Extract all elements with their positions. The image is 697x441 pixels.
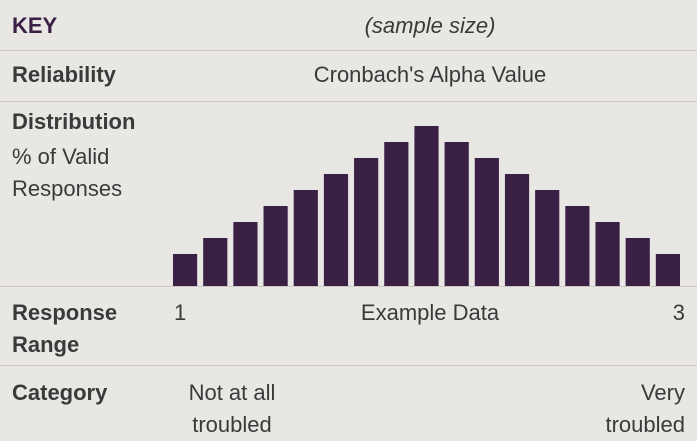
sample-size-note: (sample size) [364, 13, 496, 38]
bar [323, 174, 349, 286]
bar [203, 238, 228, 286]
bar [595, 222, 620, 286]
bar [474, 158, 499, 286]
separator [0, 286, 697, 287]
bar [384, 142, 409, 286]
bar [504, 174, 530, 286]
reliability-label: Reliability [12, 62, 116, 87]
bar [414, 126, 439, 286]
reliability-text: Cronbach's Alpha Value [313, 62, 547, 87]
category-low: Not at all troubled [188, 380, 276, 437]
response-range-label: Response Range [12, 300, 118, 357]
bar [233, 222, 258, 286]
separator [0, 101, 697, 102]
bar [354, 158, 379, 286]
bar [565, 206, 590, 286]
category-high: Very troubled [605, 380, 685, 437]
bar [625, 238, 650, 286]
bar [444, 142, 469, 286]
distribution-label: Distribution [12, 109, 136, 134]
bar [293, 190, 318, 286]
separator [0, 50, 697, 51]
separator [0, 365, 697, 366]
bar [655, 254, 680, 286]
distribution-sublabel: % of Valid Responses [12, 144, 123, 201]
category-label: Category [12, 380, 108, 405]
bar [263, 206, 288, 286]
key-label: KEY [12, 13, 58, 38]
range-max: 3 [672, 300, 685, 325]
bar [535, 190, 560, 286]
range-min: 1 [174, 300, 187, 325]
range-center: Example Data [360, 300, 500, 325]
bar [173, 254, 198, 286]
